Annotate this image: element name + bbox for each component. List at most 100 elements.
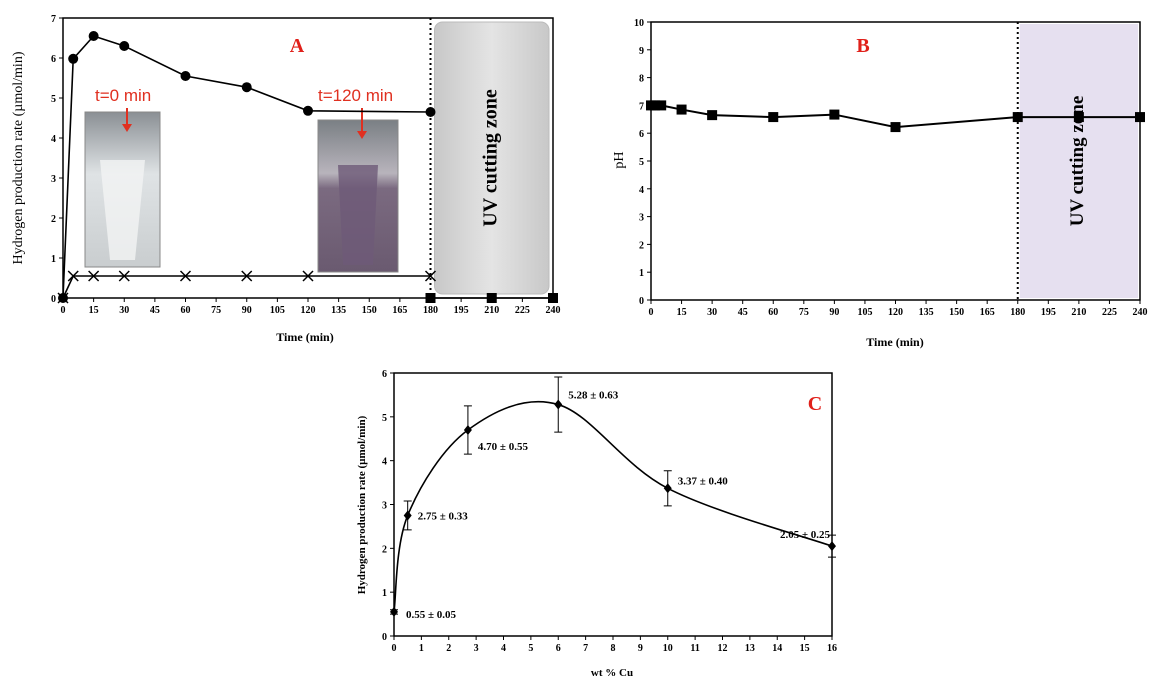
- value-label: 0.55 ± 0.05: [406, 609, 457, 621]
- x-tick-label: 240: [1133, 307, 1148, 318]
- x-tick-label: 105: [270, 305, 285, 316]
- x-tick-label: 180: [423, 305, 438, 316]
- y-tick-label: 8: [639, 74, 644, 85]
- x-tick-label: 15: [800, 643, 810, 654]
- y-tick-label: 1: [51, 254, 56, 265]
- panel-label: C: [808, 393, 822, 415]
- y-tick-label: 9: [639, 46, 644, 57]
- y-tick-label: 6: [51, 54, 56, 65]
- uv-zone: [1019, 24, 1138, 298]
- y-tick-label: 0: [382, 632, 387, 643]
- x-tick-label: 90: [829, 307, 839, 318]
- marker: [241, 270, 253, 282]
- y-axis-label: Hydrogen production rate (µmol/min): [11, 51, 26, 264]
- x-tick-label: 12: [718, 643, 728, 654]
- x-tick-label: 60: [181, 305, 191, 316]
- y-tick-label: 4: [382, 457, 387, 468]
- y-tick-label: 5: [51, 94, 56, 105]
- marker: [425, 293, 436, 303]
- x-tick-label: 30: [707, 307, 717, 318]
- tube: [100, 160, 145, 260]
- value-label: 4.70 ± 0.55: [478, 441, 529, 453]
- series-line: [393, 400, 833, 613]
- x-tick-label: 1: [419, 643, 424, 654]
- x-axis-label: Time (min): [866, 335, 923, 349]
- marker: [650, 100, 661, 111]
- x-axis-label: wt % Cu: [591, 667, 633, 679]
- x-tick-label: 75: [799, 307, 809, 318]
- marker: [302, 270, 314, 282]
- x-tick-label: 45: [150, 305, 160, 316]
- x-tick-label: 105: [857, 307, 872, 318]
- x-tick-label: 150: [949, 307, 964, 318]
- x-tick-label: 0: [392, 643, 397, 654]
- x-tick-label: 225: [1102, 307, 1117, 318]
- x-tick-label: 135: [331, 305, 346, 316]
- y-tick-label: 4: [639, 185, 644, 196]
- marker: [548, 293, 558, 303]
- marker: [828, 541, 836, 552]
- marker: [663, 483, 672, 494]
- x-tick-label: 60: [768, 307, 778, 318]
- x-tick-label: 120: [301, 305, 316, 316]
- marker: [88, 31, 99, 41]
- panel-label: A: [290, 35, 305, 57]
- marker: [425, 107, 436, 117]
- x-tick-label: 90: [242, 305, 252, 316]
- x-tick-label: 5: [528, 643, 533, 654]
- marker: [303, 105, 313, 116]
- marker: [241, 82, 252, 93]
- x-tick-label: 10: [663, 643, 673, 654]
- x-tick-label: 15: [677, 307, 687, 318]
- marker: [390, 606, 398, 617]
- x-tick-label: 225: [515, 305, 530, 316]
- y-tick-label: 3: [382, 501, 387, 512]
- marker: [768, 112, 779, 123]
- panel-label: B: [856, 35, 869, 57]
- arrow-head: [357, 131, 367, 139]
- value-label: 2.05 ± 0.25: [780, 529, 831, 541]
- marker: [463, 424, 472, 435]
- y-tick-label: 2: [639, 240, 644, 251]
- x-tick-label: 195: [454, 305, 469, 316]
- y-tick-label: 6: [382, 369, 387, 380]
- arrow-head: [122, 124, 132, 132]
- annotation: t=0 min: [95, 86, 151, 105]
- marker: [67, 270, 79, 282]
- x-tick-label: 210: [484, 305, 499, 316]
- series-line: [62, 35, 431, 299]
- plot-frame: [393, 372, 833, 637]
- y-axis-label: Hydrogen production rate (µmol/min): [356, 415, 368, 594]
- y-tick-label: 3: [639, 213, 644, 224]
- x-tick-label: 45: [738, 307, 748, 318]
- x-tick-label: 195: [1041, 307, 1056, 318]
- x-tick-label: 0: [649, 307, 654, 318]
- y-tick-label: 7: [639, 101, 644, 112]
- y-tick-label: 3: [51, 174, 56, 185]
- x-tick-label: 210: [1071, 307, 1086, 318]
- x-tick-label: 6: [556, 643, 561, 654]
- y-tick-label: 2: [382, 544, 387, 555]
- marker: [554, 399, 563, 410]
- zone-label: UV cutting zone: [479, 89, 501, 227]
- marker: [179, 270, 192, 282]
- x-tick-label: 9: [638, 643, 643, 654]
- y-tick-label: 5: [382, 413, 387, 424]
- marker: [486, 293, 497, 303]
- x-tick-label: 4: [501, 643, 506, 654]
- x-tick-label: 14: [772, 643, 782, 654]
- annotation: t=120 min: [318, 86, 393, 105]
- x-tick-label: 11: [690, 643, 699, 654]
- y-tick-label: 0: [639, 296, 644, 307]
- y-tick-label: 4: [51, 134, 56, 145]
- x-tick-label: 120: [888, 307, 903, 318]
- x-tick-label: 7: [583, 643, 588, 654]
- marker: [57, 292, 69, 304]
- value-label: 2.75 ± 0.33: [418, 510, 469, 522]
- x-tick-label: 3: [474, 643, 479, 654]
- value-label: 5.28 ± 0.63: [568, 390, 619, 402]
- y-tick-label: 0: [51, 294, 56, 305]
- marker: [403, 510, 412, 521]
- marker: [68, 53, 79, 64]
- x-tick-label: 165: [980, 307, 995, 318]
